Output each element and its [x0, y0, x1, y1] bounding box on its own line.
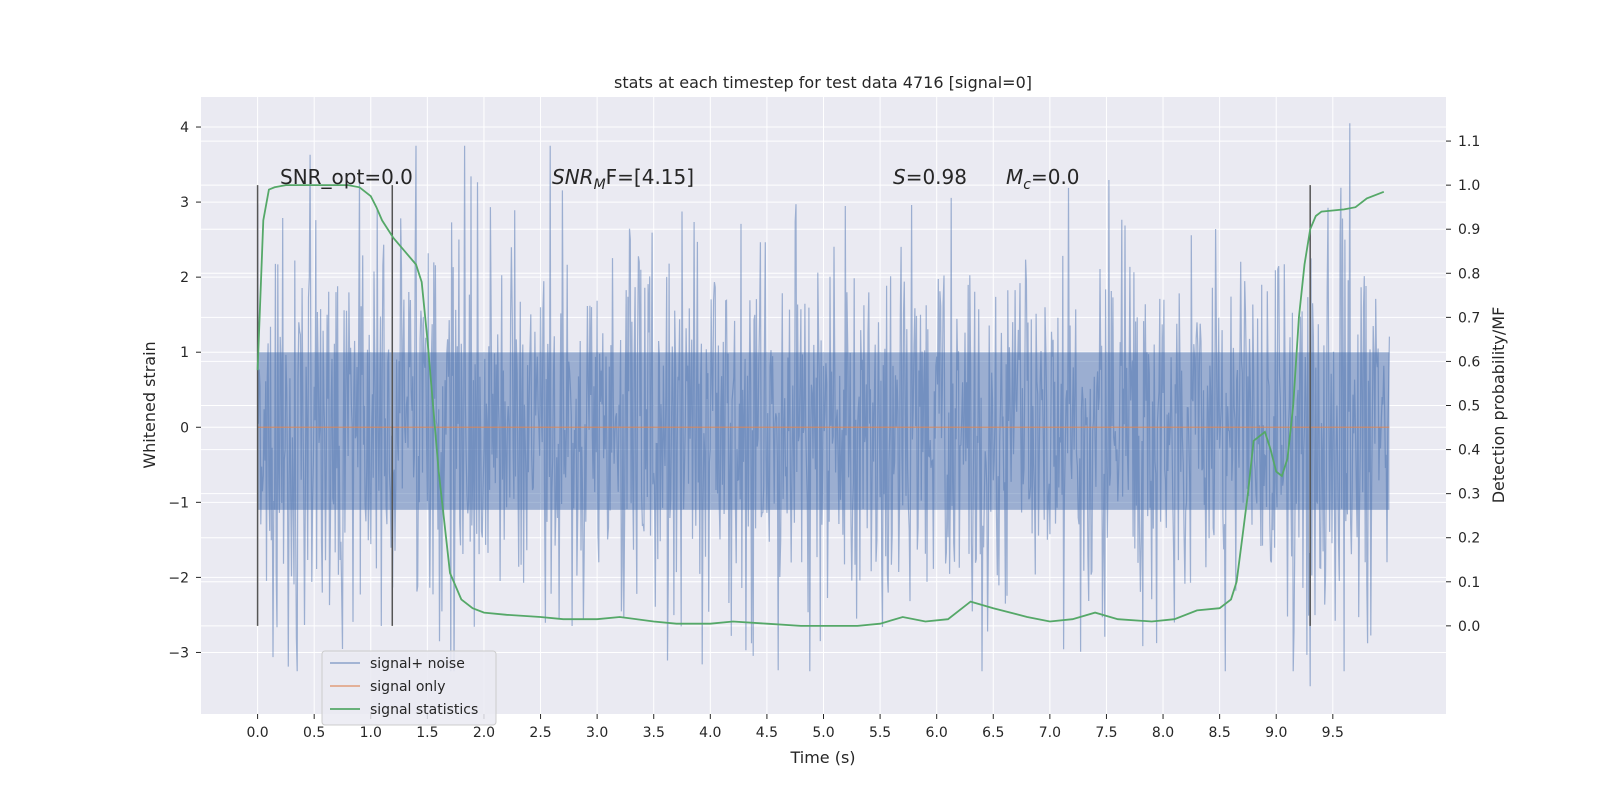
annotation-snr-opt: SNR_opt=0.0 — [280, 165, 413, 189]
x-tick-label: 2.5 — [529, 725, 551, 741]
x-tick-label: 8.5 — [1209, 725, 1231, 741]
x-axis-label: Time (s) — [789, 748, 855, 767]
y-right-tick-label: 0.3 — [1458, 487, 1480, 503]
vertical-markers — [256, 185, 1311, 626]
noise-series — [257, 123, 1390, 687]
legend-label-statistics: signal statistics — [370, 702, 478, 718]
y-tick-label: −3 — [168, 645, 189, 661]
annotation-snr-mf-symbol: SNR — [552, 165, 594, 189]
y-right-tick-label: 0.4 — [1458, 443, 1480, 459]
y-right-tick-label: 0.1 — [1458, 575, 1480, 591]
y-right-tick-label: 0.0 — [1458, 619, 1480, 635]
annotation-snr-mf-subscript: M — [594, 177, 606, 193]
x-tick-label: 3.0 — [586, 725, 608, 741]
y-axis-right: 1.1 1.0 0.9 0.8 0.7 0.6 0.5 0.4 0.3 0.2 0.1 0.0 — [1446, 134, 1480, 635]
x-axis: 0.0 0.5 1.0 1.5 2.0 2.5 3.0 3.5 4.0 4.5 5.0 5.5 6.0 6… — [246, 714, 1344, 741]
x-tick-label: 6.5 — [982, 725, 1004, 741]
y-tick-label: −1 — [168, 495, 189, 511]
x-tick-label: 1.5 — [416, 725, 438, 741]
annotation-snr-mf-value: F=[4.15] — [606, 165, 694, 189]
annotation-mc-subscript: c — [1023, 177, 1031, 193]
y-right-tick-label: 0.7 — [1458, 310, 1480, 326]
y-right-tick-label: 0.2 — [1458, 531, 1480, 547]
x-tick-label: 5.5 — [869, 725, 891, 741]
x-tick-label: 1.0 — [360, 725, 382, 741]
x-tick-label: 0.0 — [246, 725, 268, 741]
y-tick-label: 0 — [180, 420, 189, 436]
y-axis-label-right: Detection probability/MF — [1489, 307, 1508, 504]
signal-statistics-line — [256, 184, 1385, 627]
y-right-tick-label: 0.6 — [1458, 354, 1480, 370]
x-tick-label: 4.5 — [756, 725, 778, 741]
x-tick-label: 7.0 — [1039, 725, 1061, 741]
x-tick-label: 6.0 — [926, 725, 948, 741]
annotation-mc-symbol: M — [1006, 165, 1023, 189]
y-tick-label: 1 — [180, 345, 189, 361]
y-tick-label: 2 — [180, 270, 189, 286]
annotation-s-symbol: S — [893, 165, 906, 189]
y-axis-left: 4 3 2 1 0 −1 −2 −3 — [168, 120, 201, 661]
y-right-tick-label: 0.8 — [1458, 266, 1480, 282]
y-tick-label: −2 — [168, 570, 189, 586]
x-tick-label: 7.5 — [1095, 725, 1117, 741]
x-tick-label: 2.0 — [473, 725, 495, 741]
annotation-mc: Mc=0.0 — [1006, 165, 1080, 193]
legend-label-noise: signal+ noise — [370, 656, 465, 672]
annotation-mc-value: =0.0 — [1031, 165, 1080, 189]
x-tick-label: 9.5 — [1322, 725, 1344, 741]
x-tick-label: 9.0 — [1265, 725, 1287, 741]
legend-box — [321, 650, 497, 726]
y-right-tick-label: 0.9 — [1458, 222, 1480, 238]
noise-band — [257, 352, 1390, 510]
legend-label-signal-only: signal only — [370, 679, 445, 695]
y-right-tick-label: 0.5 — [1458, 399, 1480, 415]
chart-title: stats at each timestep for test data 471… — [614, 73, 1032, 92]
x-tick-label: 0.5 — [303, 725, 325, 741]
y-tick-label: 4 — [180, 120, 189, 136]
x-tick-label: 5.0 — [812, 725, 834, 741]
annotation-snr-mf: SNRMF=[4.15] — [552, 165, 694, 193]
y-tick-label: 3 — [180, 195, 189, 211]
annotation-s-value: =0.98 — [906, 165, 967, 189]
y-axis-label-left: Whitened strain — [140, 341, 159, 468]
annotation-s: S=0.98 — [893, 165, 967, 189]
x-tick-label: 8.0 — [1152, 725, 1174, 741]
legend: signal+ noise signal only signal statist… — [321, 650, 497, 726]
y-right-tick-label: 1.1 — [1458, 134, 1480, 150]
y-right-tick-label: 1.0 — [1458, 178, 1480, 194]
x-tick-label: 4.0 — [699, 725, 721, 741]
x-tick-label: 3.5 — [643, 725, 665, 741]
